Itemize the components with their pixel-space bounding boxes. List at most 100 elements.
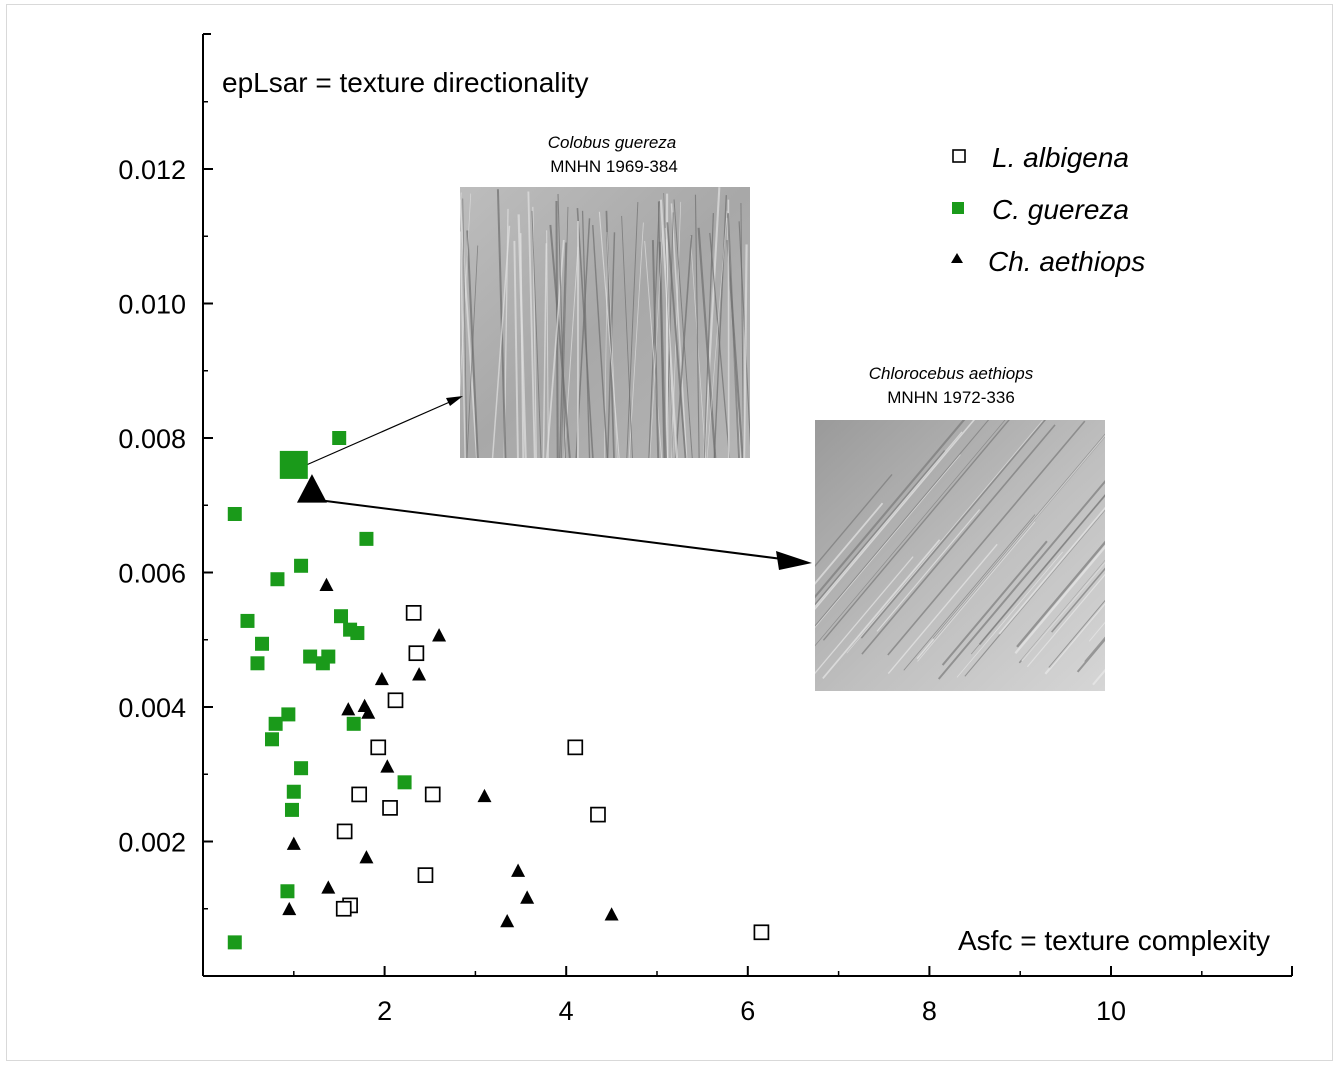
- texture-striation: [1044, 601, 1105, 675]
- texture-striation: [917, 521, 1036, 662]
- texture-striation: [1159, 408, 1338, 648]
- legend-label-l-albigena: L. albigena: [992, 142, 1129, 173]
- point-c-guereza: [280, 884, 295, 899]
- texture-striation: [460, 192, 462, 216]
- texture-striation: [1115, 415, 1338, 679]
- point-c-guereza: [240, 613, 255, 628]
- x-tick-label-2: 2: [377, 996, 392, 1026]
- point-c-guereza: [227, 506, 242, 521]
- texture-striation: [815, 474, 893, 567]
- point-c-guereza: [281, 707, 296, 722]
- texture-striation: [815, 556, 914, 675]
- inset-chlorocebus-texture: [815, 334, 1338, 686]
- x-tick-label-6: 6: [740, 996, 755, 1026]
- y-tick-label-0.012: 0.012: [118, 155, 186, 185]
- point-ch-aethiops: [520, 890, 535, 904]
- point-ch-aethiops: [432, 628, 447, 642]
- point-l-albigena: [351, 786, 368, 803]
- texture-striation: [815, 431, 963, 608]
- texture-striation: [628, 222, 644, 458]
- inset-arrows: [303, 396, 812, 570]
- axes: 0.002 0.004 0.006 0.008 0.010 0.012 2 4 6 8 10: [118, 33, 1293, 1026]
- legend-marker-ch-aethiops: [951, 253, 963, 263]
- point-c-guereza: [227, 935, 242, 950]
- highlighted-points: [279, 450, 327, 503]
- point-c-guereza: [350, 626, 365, 641]
- inset-colobus-specimen: MNHN 1969-384: [550, 157, 678, 176]
- x-tick-label-8: 8: [922, 996, 937, 1026]
- legend-label-ch-aethiops: Ch. aethiops: [988, 246, 1145, 277]
- texture-striation: [876, 509, 981, 632]
- texture-striation: [697, 227, 717, 458]
- texture-striation: [576, 208, 594, 458]
- texture-striation: [581, 210, 591, 458]
- texture-striation: [1117, 334, 1338, 652]
- texture-striation: [513, 240, 519, 458]
- arrow-chlorocebus-head: [776, 551, 812, 570]
- point-c-guereza: [286, 784, 301, 799]
- point-l-albigena: [417, 867, 434, 883]
- point-ch-aethiops: [380, 759, 395, 773]
- texture-striation: [1084, 636, 1105, 662]
- texture-striation: [466, 245, 479, 458]
- arrow-colobus-head: [446, 396, 463, 406]
- texture-striation: [670, 203, 688, 458]
- texture-striation: [1118, 485, 1251, 642]
- texture-striation: [1014, 545, 1105, 654]
- texture-striation: [1108, 508, 1258, 686]
- point-ch-aethiops: [412, 667, 427, 681]
- point-c-guereza: [303, 649, 318, 664]
- point-ch-aethiops: [286, 836, 301, 850]
- texture-striation: [846, 420, 1043, 654]
- texture-striation: [626, 202, 639, 458]
- point-c-guereza: [255, 636, 270, 651]
- texture-striation: [598, 211, 620, 458]
- texture-striation: [659, 199, 678, 458]
- texture-striation: [1122, 457, 1287, 652]
- texture-striation: [815, 420, 976, 611]
- texture-striation: [527, 191, 536, 458]
- point-l-albigena: [335, 900, 352, 917]
- figure-frame: [6, 4, 1333, 1061]
- point-ch-aethiops: [604, 907, 619, 921]
- x-tick-label-4: 4: [559, 996, 574, 1026]
- highlighted-point-c-guereza: [279, 450, 308, 479]
- texture-striation: [542, 243, 548, 458]
- texture-striation: [694, 194, 700, 458]
- texture-striation: [956, 551, 1063, 678]
- texture-striation: [706, 210, 728, 458]
- point-ch-aethiops: [511, 863, 526, 877]
- texture-striation: [1021, 560, 1105, 662]
- texture-striation: [815, 454, 961, 628]
- point-l-albigena: [424, 786, 441, 803]
- x-ticks: 2 4 6 8 10: [293, 966, 1293, 1026]
- texture-striation: [743, 244, 748, 458]
- texture-striation: [644, 240, 663, 458]
- texture-striation: [740, 202, 745, 458]
- texture-striation: [460, 199, 478, 458]
- inset-chlorocebus: Chlorocebus aethiops MNHN 1972-336: [815, 334, 1338, 691]
- texture-striation: [861, 424, 1056, 655]
- inset-chlorocebus-specimen: MNHN 1972-336: [887, 388, 1015, 407]
- texture-striation: [673, 199, 693, 458]
- texture-striation: [815, 420, 990, 627]
- highlighted-point-ch-aethiops: [296, 474, 327, 503]
- point-ch-aethiops: [477, 788, 492, 803]
- texture-striation: [1132, 424, 1309, 635]
- arrow-colobus: [303, 400, 453, 467]
- legend-label-c-guereza: C. guereza: [992, 194, 1129, 225]
- texture-striation: [546, 230, 549, 458]
- point-l-albigena: [370, 739, 387, 756]
- texture-striation: [546, 239, 565, 458]
- texture-striation: [549, 224, 571, 458]
- texture-striation: [1115, 462, 1267, 642]
- point-c-guereza: [294, 761, 309, 776]
- point-ch-aethiops: [341, 702, 356, 716]
- point-l-albigena: [590, 806, 606, 823]
- texture-striation: [460, 231, 466, 458]
- point-l-albigena: [336, 823, 353, 840]
- texture-striation: [887, 543, 998, 675]
- y-ticks: 0.002 0.004 0.006 0.008 0.010 0.012: [118, 101, 213, 910]
- texture-striation: [663, 193, 674, 458]
